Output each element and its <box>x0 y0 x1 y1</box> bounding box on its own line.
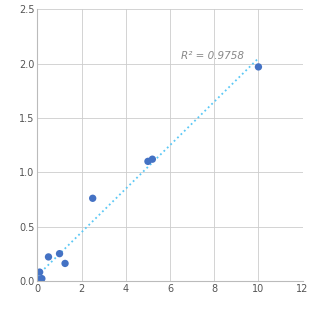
Point <box>39 276 44 281</box>
Point <box>256 64 261 69</box>
Point <box>57 251 62 256</box>
Point <box>150 157 155 162</box>
Point <box>90 196 95 201</box>
Point <box>63 261 68 266</box>
Point <box>36 277 41 282</box>
Point <box>35 278 40 283</box>
Point <box>46 254 51 259</box>
Point <box>145 159 150 164</box>
Text: R² = 0.9758: R² = 0.9758 <box>181 51 244 61</box>
Point <box>37 270 42 275</box>
